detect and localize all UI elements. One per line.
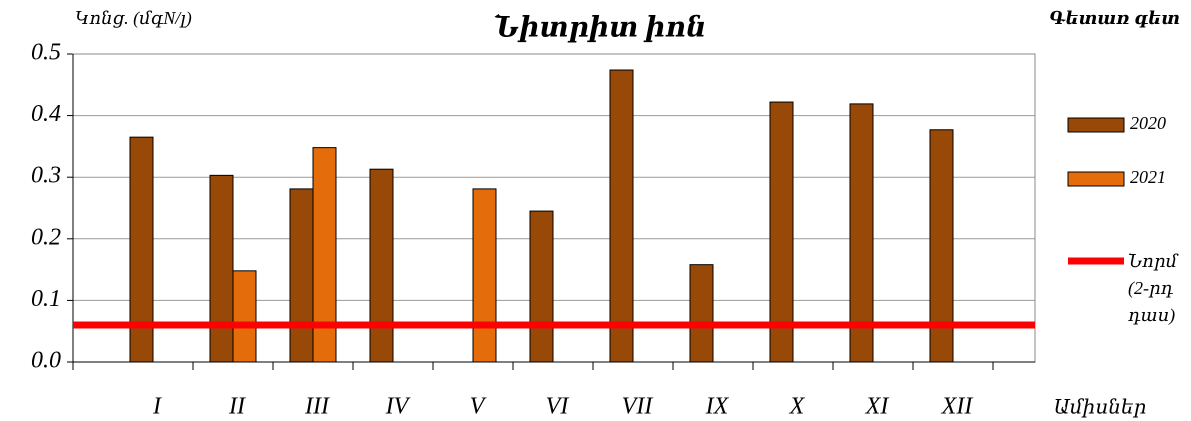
x-tick-label: XII [941,394,974,420]
bar [849,103,874,363]
bar [769,101,794,363]
bar [232,270,257,363]
x-tick-label: IX [705,394,730,420]
legend-label: 2021 [1130,167,1166,187]
bar [312,147,337,363]
y-tick-label: 0.3 [31,163,61,189]
x-tick-label: V [470,394,487,420]
x-tick-label: I [152,394,162,420]
bar [289,188,314,363]
legend-swatch [1067,171,1125,187]
legend-swatch [1067,117,1125,133]
x-tick-label: XI [865,394,890,420]
bar [929,129,954,363]
bar [129,136,154,363]
x-axis-label: Ամիսներ [1054,397,1147,419]
bar [689,264,714,363]
x-tick-label: VI [546,394,570,420]
y-tick-label: 0.0 [31,348,61,374]
bar [209,174,234,363]
bar [369,168,394,363]
y-tick-label: 0.5 [31,40,61,66]
x-tick-label: X [789,394,806,420]
y-tick-label: 0.1 [31,286,61,312]
y-tick-label: 0.2 [31,224,61,250]
legend-label: 2020 [1130,113,1166,133]
bar [472,188,497,363]
x-tick-label: II [228,394,246,420]
x-tick-label: III [304,394,330,420]
y-axis-label: Կոնց. (մգN/լ) [75,8,192,29]
legend-label: Նորմ (2-րդ դաս) [1128,251,1178,325]
chart-title: Նիտրիտ իոն [494,12,707,43]
x-tick-label: IV [385,394,411,420]
x-tick-label: VII [622,394,654,420]
bar [609,69,634,363]
y-tick-label: 0.4 [31,101,61,127]
subtitle: Գետառ գետ [1049,8,1180,28]
bar [529,210,554,363]
